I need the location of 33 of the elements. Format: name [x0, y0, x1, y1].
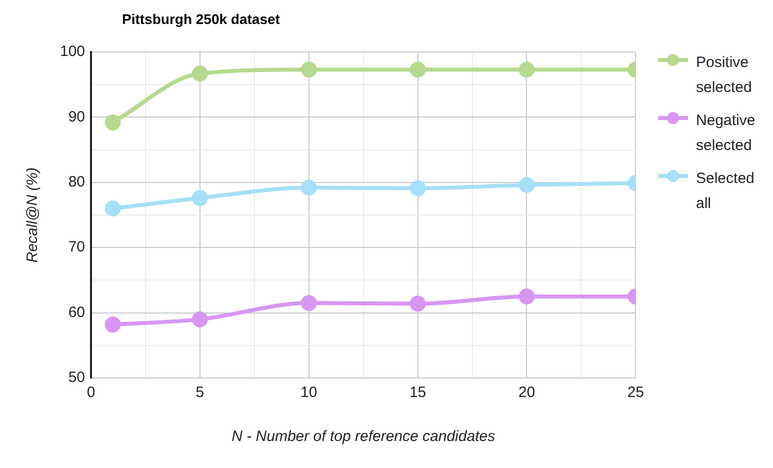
- y-tick-label: 60: [68, 304, 86, 321]
- x-tick-label: 0: [86, 384, 96, 402]
- point: [518, 177, 535, 194]
- point: [104, 200, 121, 216]
- chart-title: Pittsburgh 250k dataset: [122, 11, 280, 27]
- point: [410, 180, 426, 196]
- point: [192, 66, 208, 82]
- y-tick-label: 100: [60, 43, 86, 60]
- x-tick-label: 10: [300, 384, 318, 402]
- legend-label: Selected all: [696, 169, 756, 214]
- point: [410, 296, 426, 312]
- point: [410, 62, 426, 78]
- y-tick-label: 90: [68, 108, 86, 126]
- point: [518, 62, 535, 78]
- point: [300, 180, 317, 196]
- point: [192, 190, 208, 206]
- x-axis-title: N - Number of top reference candidates: [232, 428, 496, 446]
- point: [300, 295, 317, 312]
- legend-label: Negative selected: [696, 111, 756, 156]
- y-tick-label: 50: [68, 369, 86, 386]
- x-tick-label: 25: [627, 384, 644, 402]
- point: [104, 316, 121, 333]
- y-axis-title: Recall@N (%): [24, 167, 42, 263]
- y-tick-label: 70: [68, 238, 86, 256]
- legend-label: Positive selected: [696, 53, 753, 98]
- point: [192, 311, 208, 328]
- x-tick-label: 5: [196, 384, 204, 402]
- x-tick-label: 20: [518, 384, 536, 402]
- y-tick-label: 80: [68, 174, 86, 191]
- point: [300, 62, 317, 78]
- point: [518, 288, 535, 304]
- point: [104, 114, 121, 130]
- x-tick-label: 15: [409, 384, 426, 402]
